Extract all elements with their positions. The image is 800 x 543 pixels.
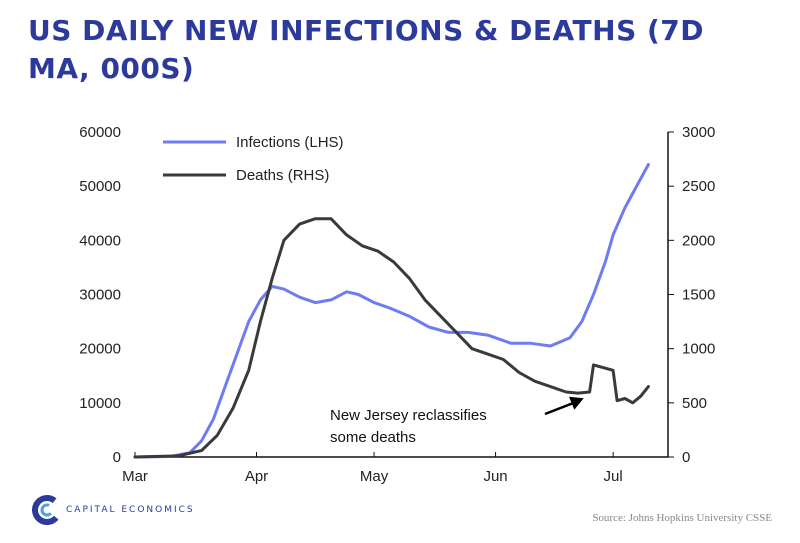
- annotation-text: some deaths: [330, 429, 416, 446]
- y-right-tick-label: 1500: [682, 287, 715, 304]
- y-right-tick-label: 2500: [682, 178, 715, 195]
- y-left-tick-label: 10000: [79, 395, 121, 412]
- y-left-tick-label: 40000: [79, 232, 121, 249]
- x-tick-label: Apr: [245, 468, 268, 485]
- capital-economics-logo: CAPITAL ECONOMICS: [32, 495, 195, 525]
- source-note: Source: Johns Hopkins University CSSE: [592, 512, 772, 524]
- y-left-tick-label: 60000: [79, 124, 121, 141]
- y-right-tick-label: 1000: [682, 341, 715, 358]
- y-right-tick-label: 2000: [682, 232, 715, 249]
- y-right-tick-label: 3000: [682, 124, 715, 141]
- y-left-tick-label: 0: [113, 449, 121, 466]
- y-right-tick-label: 500: [682, 395, 707, 412]
- infections-series-line: [133, 163, 650, 459]
- legend-label: Infections (LHS): [236, 134, 344, 151]
- y-right-tick-label: 0: [682, 449, 690, 466]
- chart-title: US DAILY NEW INFECTIONS & DEATHS (7D MA,…: [28, 14, 704, 85]
- legend-label: Deaths (RHS): [236, 167, 329, 184]
- annotation-text: New Jersey reclassifies: [330, 407, 487, 424]
- annotation-arrow-head: [569, 396, 584, 410]
- logo-icon: [32, 495, 62, 525]
- y-left-tick-label: 30000: [79, 287, 121, 304]
- x-tick-label: Jun: [483, 468, 507, 485]
- x-tick-label: Mar: [122, 468, 148, 485]
- deaths-series-line: [133, 217, 650, 459]
- x-tick-label: Jul: [604, 468, 623, 485]
- logo-text: CAPITAL ECONOMICS: [66, 505, 195, 515]
- x-tick-label: May: [360, 468, 389, 485]
- y-left-tick-label: 20000: [79, 341, 121, 358]
- y-left-tick-label: 50000: [79, 178, 121, 195]
